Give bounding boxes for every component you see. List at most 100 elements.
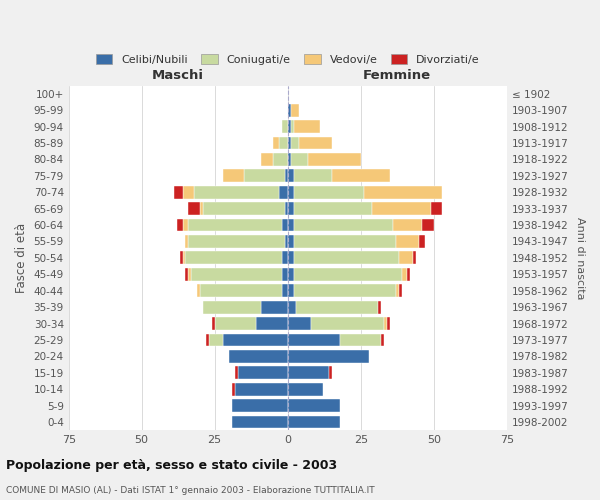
Bar	[185, 235, 188, 248]
Bar	[185, 252, 282, 264]
Bar	[223, 334, 287, 346]
Bar	[393, 218, 422, 232]
Bar	[387, 317, 390, 330]
Bar	[287, 252, 293, 264]
Bar	[282, 120, 287, 133]
Bar	[285, 202, 287, 215]
Bar	[232, 382, 235, 396]
Bar	[285, 235, 287, 248]
Bar	[287, 268, 293, 280]
Bar	[296, 300, 378, 314]
Bar	[282, 252, 287, 264]
Text: COMUNE DI MASIO (AL) - Dati ISTAT 1° gennaio 2003 - Elaborazione TUTTITALIA.IT: COMUNE DI MASIO (AL) - Dati ISTAT 1° gen…	[6, 486, 374, 495]
Bar	[182, 252, 185, 264]
Bar	[287, 218, 293, 232]
Bar	[282, 268, 287, 280]
Bar	[373, 202, 431, 215]
Bar	[194, 186, 279, 198]
Bar	[262, 153, 273, 166]
Bar	[287, 202, 293, 215]
Bar	[197, 284, 200, 297]
Bar	[413, 252, 416, 264]
Bar	[282, 284, 287, 297]
Bar	[273, 153, 287, 166]
Bar	[419, 235, 425, 248]
Bar	[188, 202, 200, 215]
Bar	[422, 218, 434, 232]
Bar	[203, 300, 262, 314]
Bar	[293, 186, 364, 198]
Bar	[287, 136, 290, 149]
Bar	[287, 300, 296, 314]
Bar	[293, 235, 396, 248]
Bar	[229, 350, 287, 362]
Bar	[182, 218, 188, 232]
Text: Femmine: Femmine	[363, 70, 431, 82]
Bar	[293, 170, 331, 182]
Bar	[232, 416, 287, 428]
Bar	[290, 153, 308, 166]
Bar	[212, 317, 215, 330]
Bar	[215, 317, 256, 330]
Bar	[299, 136, 331, 149]
Bar	[279, 136, 287, 149]
Bar	[401, 268, 407, 280]
Y-axis label: Anni di nascita: Anni di nascita	[575, 216, 585, 299]
Bar	[287, 235, 293, 248]
Bar	[381, 334, 384, 346]
Bar	[290, 120, 293, 133]
Bar	[396, 235, 419, 248]
Bar	[431, 202, 442, 215]
Y-axis label: Fasce di età: Fasce di età	[15, 223, 28, 293]
Bar	[185, 268, 188, 280]
Bar	[287, 399, 340, 412]
Bar	[287, 350, 370, 362]
Bar	[287, 170, 293, 182]
Bar	[396, 284, 398, 297]
Legend: Celibi/Nubili, Coniugati/e, Vedovi/e, Divorziati/e: Celibi/Nubili, Coniugati/e, Vedovi/e, Di…	[91, 50, 484, 70]
Bar	[188, 268, 191, 280]
Bar	[398, 284, 401, 297]
Bar	[182, 186, 194, 198]
Bar	[285, 170, 287, 182]
Bar	[293, 252, 398, 264]
Bar	[287, 382, 323, 396]
Text: Popolazione per età, sesso e stato civile - 2003: Popolazione per età, sesso e stato civil…	[6, 460, 337, 472]
Bar	[308, 153, 361, 166]
Bar	[232, 399, 287, 412]
Bar	[200, 202, 203, 215]
Bar	[287, 284, 293, 297]
Bar	[188, 235, 285, 248]
Bar	[279, 186, 287, 198]
Text: Maschi: Maschi	[152, 70, 204, 82]
Bar	[293, 218, 393, 232]
Bar	[287, 334, 340, 346]
Bar	[203, 202, 285, 215]
Bar	[223, 170, 244, 182]
Bar	[331, 170, 390, 182]
Bar	[378, 300, 381, 314]
Bar	[287, 120, 290, 133]
Bar	[364, 186, 442, 198]
Bar	[200, 284, 282, 297]
Bar	[287, 186, 293, 198]
Bar	[340, 334, 381, 346]
Bar	[287, 153, 290, 166]
Bar	[206, 334, 209, 346]
Bar	[384, 317, 387, 330]
Bar	[311, 317, 384, 330]
Bar	[256, 317, 287, 330]
Bar	[273, 136, 279, 149]
Bar	[287, 416, 340, 428]
Bar	[179, 252, 182, 264]
Bar	[407, 268, 410, 280]
Bar	[293, 202, 373, 215]
Bar	[293, 268, 401, 280]
Bar	[290, 104, 299, 117]
Bar	[329, 366, 332, 379]
Bar	[293, 284, 396, 297]
Bar	[262, 300, 287, 314]
Bar	[398, 252, 413, 264]
Bar	[282, 218, 287, 232]
Bar	[287, 366, 329, 379]
